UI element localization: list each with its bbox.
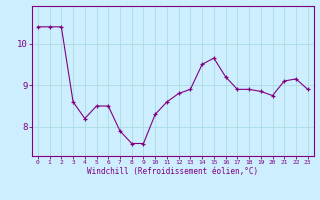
X-axis label: Windchill (Refroidissement éolien,°C): Windchill (Refroidissement éolien,°C) — [87, 167, 258, 176]
